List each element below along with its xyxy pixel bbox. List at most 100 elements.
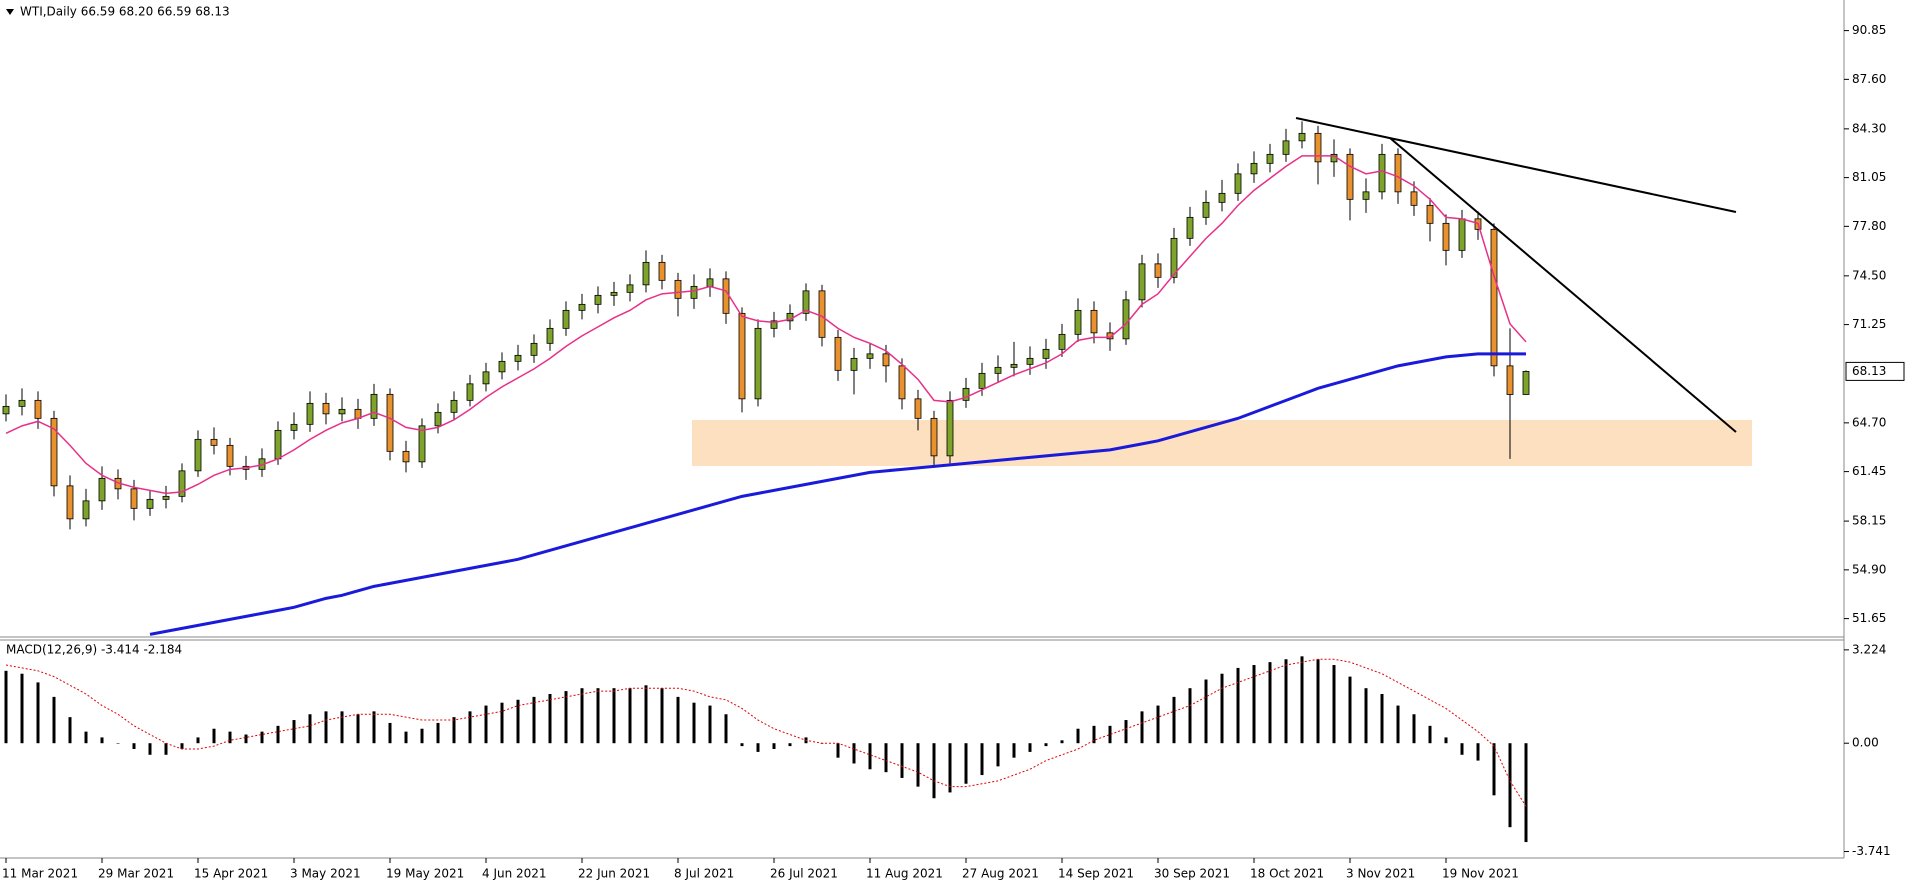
macd-bar	[244, 734, 248, 744]
candle-body	[210, 438, 218, 446]
y-tick-label: 77.80	[1852, 219, 1886, 233]
candle-body	[562, 309, 570, 329]
candle-body	[658, 261, 666, 281]
candle-body	[1042, 348, 1050, 359]
candle-body	[130, 488, 138, 509]
candle-body	[962, 387, 970, 401]
macd-title: MACD(12,26,9) -3.414 -2.184	[6, 643, 182, 657]
candle-body	[370, 393, 378, 419]
candle-body	[1282, 140, 1290, 155]
macd-bar	[1396, 705, 1400, 744]
macd-bar	[916, 743, 920, 787]
macd-bar	[436, 722, 440, 744]
macd-bar	[724, 714, 728, 744]
candle-body	[402, 450, 410, 463]
candle-body	[434, 411, 442, 427]
macd-bar	[1204, 679, 1208, 744]
candle-body	[322, 402, 330, 415]
candle-body	[1218, 192, 1226, 203]
macd-bar	[324, 711, 328, 744]
macd-bar	[164, 743, 168, 755]
y-tick-label: 84.30	[1852, 121, 1886, 135]
x-tick-label: 14 Sep 2021	[1058, 867, 1134, 881]
y-tick-label: -3.741	[1852, 844, 1891, 858]
candle-body	[1266, 153, 1274, 164]
candle-body	[290, 423, 298, 431]
candle-body	[162, 495, 170, 500]
macd-bar	[516, 699, 520, 744]
macd-bar	[900, 743, 904, 778]
candle-body	[930, 417, 938, 457]
y-tick-label: 64.70	[1852, 415, 1886, 429]
macd-bar	[964, 743, 968, 784]
candle-body	[1250, 162, 1258, 175]
trendline	[1295, 117, 1737, 213]
macd-bar	[388, 722, 392, 744]
macd-bar	[852, 743, 856, 764]
macd-bar	[1428, 725, 1432, 744]
macd-bar	[212, 728, 216, 744]
macd-bar	[36, 682, 40, 744]
trendline	[1389, 137, 1737, 433]
moving-average	[5, 155, 1527, 495]
macd-bar	[52, 696, 56, 744]
macd-bar	[756, 743, 760, 752]
x-tick-label: 11 Aug 2021	[866, 867, 943, 881]
menu-icon	[6, 9, 14, 15]
candle-body	[178, 470, 186, 497]
candle-body	[98, 477, 106, 502]
candle-body	[1506, 365, 1514, 395]
macd-bar	[1332, 665, 1336, 744]
signal-line	[5, 658, 1527, 807]
macd-bar	[100, 737, 104, 744]
macd-bar	[996, 743, 1000, 767]
candle-body	[82, 500, 90, 520]
candle-body	[1026, 357, 1034, 365]
support-zone	[692, 420, 1752, 466]
y-tick-label: 71.25	[1852, 317, 1886, 331]
macd-bar	[1412, 714, 1416, 744]
macd-bar	[260, 731, 264, 744]
candle-body	[1458, 218, 1466, 251]
macd-bar	[340, 711, 344, 744]
x-tick-label: 26 Jul 2021	[770, 867, 838, 881]
candle-body	[674, 279, 682, 299]
macd-bar	[1508, 743, 1512, 828]
macd-bar	[884, 743, 888, 773]
macd-bar	[772, 743, 776, 749]
macd-bar	[548, 693, 552, 744]
candle-body	[546, 327, 554, 344]
candle-body	[306, 402, 314, 425]
candle-body	[1362, 191, 1370, 200]
macd-bar	[84, 731, 88, 744]
candle-body	[690, 285, 698, 299]
candle-body	[1490, 228, 1498, 367]
candle-body	[642, 261, 650, 286]
candle-body	[882, 353, 890, 367]
macd-bar	[180, 743, 184, 749]
candle-body	[386, 393, 394, 452]
candle-body	[1378, 153, 1386, 193]
candle-body	[18, 399, 26, 407]
macd-bar	[1124, 720, 1128, 744]
candle-body	[514, 354, 522, 362]
candle-body	[866, 353, 874, 359]
candle-body	[530, 342, 538, 356]
candle-body	[1090, 309, 1098, 334]
macd-bar	[1076, 728, 1080, 744]
macd-bar	[148, 743, 152, 755]
macd-bar	[1268, 662, 1272, 744]
y-tick-label: 58.15	[1852, 514, 1886, 528]
candle-body	[1410, 191, 1418, 206]
macd-bar	[1348, 676, 1352, 744]
macd-bar	[836, 743, 840, 758]
candle-body	[770, 320, 778, 329]
candle-body	[802, 290, 810, 314]
macd-bar	[868, 743, 872, 770]
last-price-box	[1845, 361, 1905, 381]
y-tick-label: 3.224	[1852, 642, 1886, 656]
x-tick-label: 11 Mar 2021	[2, 867, 78, 881]
macd-bar	[644, 685, 648, 744]
candle-body	[1426, 204, 1434, 224]
macd-bar	[532, 696, 536, 744]
